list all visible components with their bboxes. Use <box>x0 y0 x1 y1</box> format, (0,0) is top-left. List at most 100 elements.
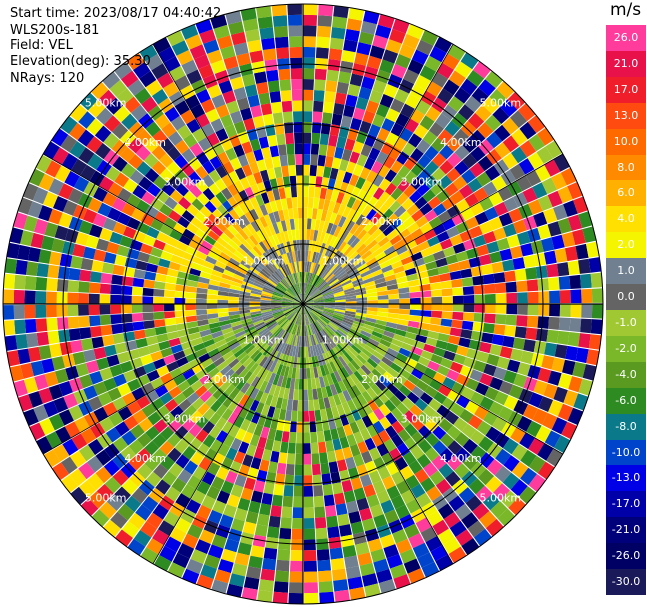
velocity-gate <box>435 113 451 129</box>
velocity-gate <box>308 186 315 198</box>
velocity-gate <box>513 219 527 234</box>
velocity-gate <box>350 477 363 491</box>
velocity-gate <box>313 399 320 411</box>
velocity-gate <box>533 340 547 355</box>
velocity-gate <box>211 94 226 109</box>
velocity-gate <box>440 238 453 250</box>
velocity-gate <box>408 351 421 362</box>
velocity-gate <box>242 240 253 251</box>
velocity-gate <box>250 349 260 360</box>
velocity-gate <box>420 477 436 493</box>
velocity-gate <box>314 277 322 287</box>
velocity-gate <box>221 421 234 434</box>
velocity-gate <box>438 175 453 189</box>
velocity-gate <box>462 137 478 153</box>
velocity-gate <box>523 215 538 231</box>
velocity-gate <box>131 313 144 322</box>
velocity-gate <box>285 310 295 318</box>
velocity-gate <box>271 155 281 168</box>
velocity-gate <box>128 512 146 530</box>
velocity-gate <box>294 143 303 155</box>
velocity-gate <box>366 424 378 438</box>
velocity-gate <box>120 462 137 479</box>
velocity-gate <box>344 28 360 42</box>
velocity-gate <box>137 251 150 263</box>
velocity-gate <box>303 300 314 304</box>
velocity-gate <box>320 342 328 353</box>
velocity-gate <box>400 103 415 118</box>
velocity-gate <box>197 319 209 327</box>
velocity-gate <box>384 352 396 362</box>
velocity-gate <box>484 386 499 401</box>
velocity-gate <box>329 235 337 247</box>
velocity-gate <box>380 534 396 549</box>
velocity-gate <box>441 196 456 211</box>
velocity-gate <box>316 241 323 253</box>
velocity-gate <box>331 264 341 274</box>
velocity-gate <box>265 264 275 274</box>
velocity-gate <box>229 284 241 291</box>
velocity-gate <box>400 256 413 266</box>
velocity-gate <box>318 376 326 388</box>
velocity-gate <box>119 360 133 374</box>
velocity-gate <box>383 245 396 256</box>
velocity-gate <box>160 347 173 358</box>
velocity-gate <box>278 386 286 399</box>
velocity-gate <box>554 435 571 453</box>
velocity-gate <box>153 239 166 251</box>
velocity-gate <box>73 389 88 405</box>
velocity-gate <box>229 387 240 400</box>
velocity-gate <box>231 518 245 532</box>
velocity-gate <box>508 208 523 223</box>
velocity-gate <box>460 120 477 137</box>
velocity-gate <box>295 154 303 165</box>
velocity-gate <box>228 21 245 35</box>
velocity-gate <box>313 100 324 113</box>
velocity-gate <box>58 212 73 228</box>
velocity-gate <box>112 333 125 345</box>
velocity-gate <box>381 334 393 343</box>
velocity-gate <box>264 59 278 72</box>
velocity-gate <box>170 405 184 419</box>
velocity-gate <box>385 132 399 146</box>
velocity-gate <box>258 327 269 336</box>
velocity-gate <box>310 218 317 230</box>
velocity-gate <box>258 92 271 105</box>
velocity-gate <box>486 459 503 476</box>
velocity-gate <box>445 254 459 265</box>
colorbar-tick-label: -8.0 <box>615 419 637 433</box>
velocity-gate <box>100 272 113 284</box>
velocity-gate <box>257 589 273 603</box>
velocity-gate <box>311 378 317 390</box>
velocity-gate <box>482 181 498 197</box>
velocity-gate <box>293 389 299 401</box>
colorbar-segment <box>606 25 646 52</box>
velocity-gate <box>219 251 231 262</box>
velocity-gate <box>114 172 130 188</box>
velocity-gate <box>516 280 528 292</box>
velocity-gate <box>439 447 455 463</box>
velocity-gate <box>389 234 402 246</box>
velocity-gate <box>203 260 215 270</box>
velocity-gate <box>438 503 455 520</box>
range-label: 5.00km <box>480 97 522 110</box>
velocity-gate <box>458 487 476 504</box>
velocity-gate <box>316 165 325 177</box>
velocity-gate <box>254 218 264 230</box>
velocity-gate <box>201 174 215 188</box>
velocity-gate <box>325 385 333 398</box>
velocity-gate <box>477 122 494 139</box>
velocity-gate <box>361 450 373 464</box>
velocity-gate <box>128 439 144 455</box>
velocity-gate <box>112 453 128 469</box>
velocity-gate <box>283 308 294 314</box>
velocity-gate <box>462 312 475 322</box>
velocity-gate <box>553 386 568 403</box>
velocity-gate <box>341 50 356 63</box>
velocity-gate <box>359 120 372 134</box>
velocity-gate <box>460 78 478 96</box>
velocity-gate <box>67 280 80 293</box>
velocity-gate <box>385 321 398 329</box>
velocity-gate <box>48 384 63 400</box>
velocity-gate <box>424 385 438 398</box>
